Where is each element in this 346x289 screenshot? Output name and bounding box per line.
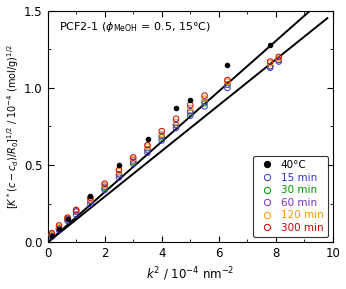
Point xyxy=(173,116,179,121)
Point xyxy=(145,143,150,147)
Point xyxy=(145,147,150,152)
Point xyxy=(65,217,70,222)
Point xyxy=(56,226,62,231)
Point xyxy=(145,147,150,152)
Point xyxy=(88,198,93,203)
Point xyxy=(116,172,122,177)
Point xyxy=(56,223,62,228)
Point xyxy=(73,208,79,212)
Point xyxy=(225,82,230,87)
Point xyxy=(202,101,207,105)
Point xyxy=(102,188,108,192)
Point xyxy=(49,232,55,237)
Point xyxy=(88,197,93,201)
Point xyxy=(202,104,207,109)
Point xyxy=(65,215,70,220)
Text: PCF2-1 ($\phi_{\rm MeOH}$ = 0.5, 15°C): PCF2-1 ($\phi_{\rm MeOH}$ = 0.5, 15°C) xyxy=(59,20,211,34)
Point xyxy=(276,55,282,59)
Point xyxy=(102,181,108,186)
Point xyxy=(88,195,93,200)
Point xyxy=(202,99,207,104)
Point xyxy=(130,158,136,163)
Point xyxy=(159,135,165,140)
Point xyxy=(225,62,230,67)
Point xyxy=(116,167,122,172)
Point xyxy=(188,103,193,107)
Point xyxy=(267,42,273,47)
Point xyxy=(49,231,55,236)
Point xyxy=(276,59,282,64)
Point xyxy=(49,234,55,238)
Point xyxy=(56,226,62,231)
Point xyxy=(225,78,230,82)
Point xyxy=(88,201,93,206)
Point xyxy=(267,65,273,70)
Point xyxy=(130,155,136,160)
Point xyxy=(173,106,179,110)
Point xyxy=(202,93,207,98)
Point xyxy=(276,58,282,62)
Point xyxy=(56,226,62,231)
Point xyxy=(130,157,136,161)
Point xyxy=(173,120,179,124)
Point xyxy=(73,208,79,212)
Point xyxy=(145,136,150,141)
Point xyxy=(116,175,122,180)
Point xyxy=(173,126,179,130)
Point xyxy=(173,123,179,127)
Legend: 40°C, 15 min, 30 min, 60 min, 120 min, 300 min: 40°C, 15 min, 30 min, 60 min, 120 min, 3… xyxy=(253,156,328,237)
Point xyxy=(88,194,93,198)
Point xyxy=(276,58,282,62)
Point xyxy=(159,134,165,138)
Point xyxy=(188,110,193,115)
Point xyxy=(116,163,122,167)
Point xyxy=(88,198,93,203)
Point xyxy=(49,234,55,238)
Point xyxy=(188,109,193,113)
Point xyxy=(49,232,55,237)
Point xyxy=(116,172,122,177)
Point xyxy=(267,59,273,64)
Point xyxy=(49,232,55,237)
Point xyxy=(188,113,193,118)
Point xyxy=(102,183,108,188)
Point xyxy=(73,212,79,217)
Point xyxy=(116,169,122,174)
X-axis label: $k^2$ / $10^{-4}$ nm$^{-2}$: $k^2$ / $10^{-4}$ nm$^{-2}$ xyxy=(146,266,235,284)
Point xyxy=(225,82,230,87)
Point xyxy=(130,161,136,166)
Point xyxy=(65,217,70,222)
Point xyxy=(159,132,165,136)
Point xyxy=(159,138,165,143)
Point xyxy=(65,215,70,220)
Point xyxy=(188,98,193,103)
Point xyxy=(73,209,79,214)
Point xyxy=(276,56,282,61)
Point xyxy=(56,225,62,229)
Point xyxy=(267,64,273,68)
Point xyxy=(225,86,230,90)
Point xyxy=(225,79,230,84)
Point xyxy=(267,64,273,68)
Point xyxy=(202,96,207,101)
Point xyxy=(73,209,79,214)
Point xyxy=(267,61,273,65)
Y-axis label: $[K^*(c - c_{\rm d})/R_0]^{1/2}$ / $10^{-4}$ (mol/g)$^{1/2}$: $[K^*(c - c_{\rm d})/R_0]^{1/2}$ / $10^{… xyxy=(6,44,21,209)
Point xyxy=(173,123,179,127)
Point xyxy=(188,106,193,110)
Point xyxy=(102,184,108,189)
Point xyxy=(145,144,150,149)
Point xyxy=(159,129,165,134)
Point xyxy=(130,160,136,164)
Point xyxy=(65,218,70,223)
Point xyxy=(102,186,108,191)
Point xyxy=(56,228,62,232)
Point xyxy=(65,217,70,222)
Point xyxy=(145,151,150,155)
